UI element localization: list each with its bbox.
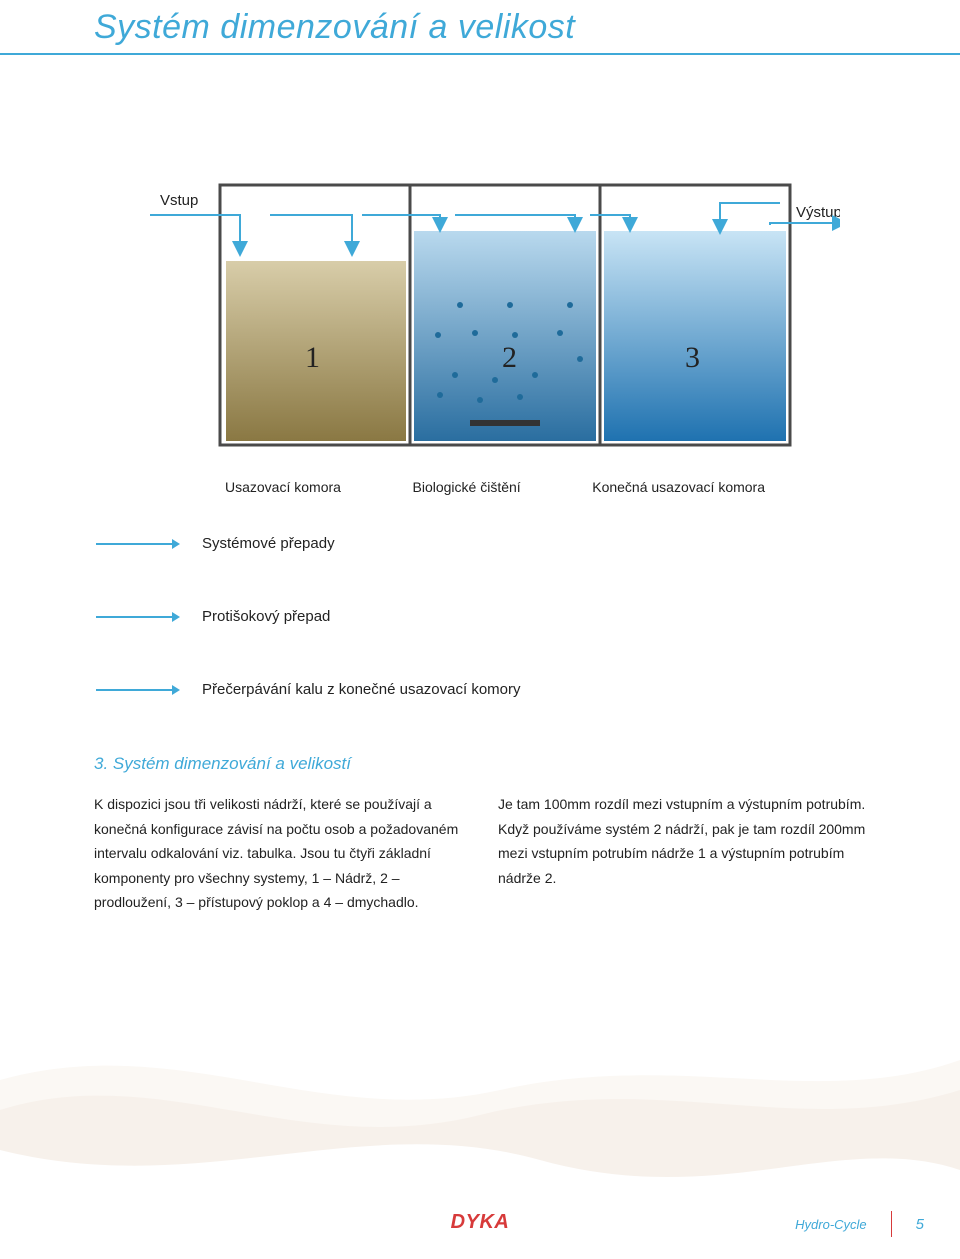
title-underline — [0, 53, 960, 55]
tank-diagram: 1 2 3 Vstup Výstup Usazovací komora Biol… — [0, 175, 960, 475]
chamber-1-number: 1 — [305, 341, 320, 374]
footer: DYKA Hydro-Cycle 5 — [0, 1207, 960, 1237]
footer-page-number: 5 — [916, 1216, 924, 1233]
arrow-right-icon — [94, 609, 182, 625]
tank-diagram-svg: 1 2 3 Vstup Výstup — [120, 175, 840, 465]
footer-separator — [891, 1211, 892, 1237]
inlet-label: Vstup — [160, 192, 198, 209]
wave-decoration — [0, 1020, 960, 1220]
legend-item-overflow: Systémové přepady — [94, 535, 960, 552]
legend: Systémové přepady Protišokový přepad Pře… — [94, 535, 960, 698]
chamber-2-number: 2 — [502, 341, 517, 374]
legend-item-sludge-pump: Přečerpávání kalu z konečné usazovací ko… — [94, 681, 960, 698]
legend-label: Protišokový přepad — [202, 608, 330, 625]
footer-product-name: Hydro-Cycle — [795, 1217, 867, 1232]
section-title: 3. Systém dimenzování a velikostí — [94, 754, 866, 774]
page-title: Systém dimenzování a velikost — [0, 0, 960, 53]
chamber-2-label: Biologické čištění — [413, 479, 521, 495]
legend-label: Přečerpávání kalu z konečné usazovací ko… — [202, 681, 521, 698]
section-sizing: 3. Systém dimenzování a velikostí K disp… — [94, 754, 866, 915]
chamber-3-fill — [604, 231, 786, 441]
body-col-left: K dispozici jsou tři velikosti nádrží, k… — [94, 792, 462, 915]
aerator-bar — [470, 420, 540, 426]
chamber-3-label: Konečná usazovací komora — [592, 479, 765, 495]
legend-item-antishock: Protišokový přepad — [94, 608, 960, 625]
footer-logo: DYKA — [451, 1211, 510, 1234]
arrow-right-icon — [94, 536, 182, 552]
chamber-labels-row: Usazovací komora Biologické čištění Kone… — [195, 479, 765, 495]
chamber-2-fill — [414, 231, 596, 441]
outlet-label: Výstup — [796, 204, 840, 221]
chamber-3-number: 3 — [685, 341, 700, 374]
arrow-right-icon — [94, 682, 182, 698]
body-col-right: Je tam 100mm rozdíl mezi vstupním a výst… — [498, 792, 866, 915]
legend-label: Systémové přepady — [202, 535, 335, 552]
chamber-1-label: Usazovací komora — [225, 479, 341, 495]
